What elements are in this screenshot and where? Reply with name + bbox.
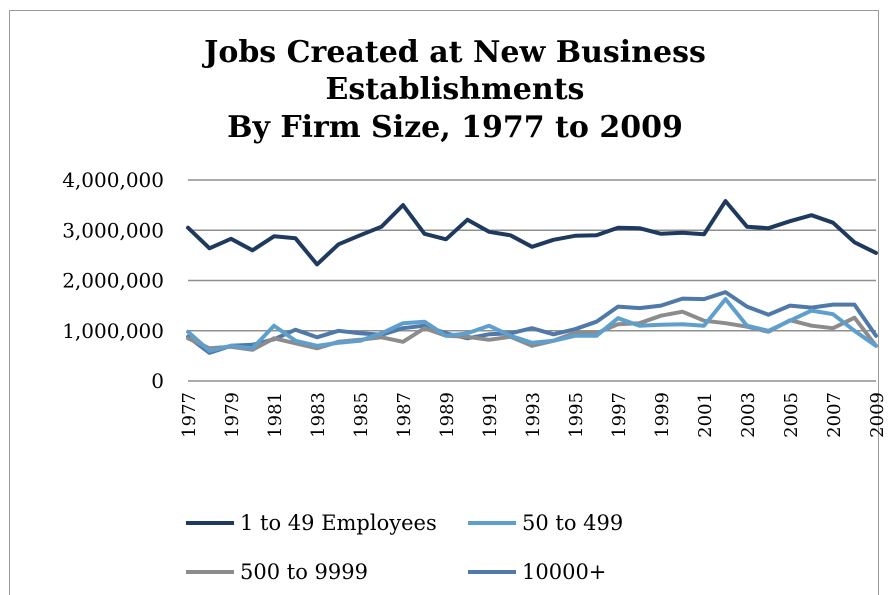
x-tick-label: 2007 — [824, 392, 845, 438]
chart-title-line-3: By Firm Size, 1977 to 2009 — [227, 110, 683, 145]
chart-title-line-2: Establishments — [326, 72, 585, 107]
x-axis-tick-labels: 1977 1979 1981 1983 1985 1987 1989 1991 1993 1995… — [179, 392, 888, 438]
legend-label-2: 500 to 9999 — [240, 560, 368, 584]
x-tick-label: 1993 — [523, 392, 544, 438]
x-tick-label: 1979 — [222, 392, 243, 438]
legend: 1 to 49 Employees 50 to 499 500 to 9999 100… — [186, 511, 623, 584]
y-tick-label: 2,000,000 — [62, 269, 164, 293]
y-axis-tick-labels: 0 1,000,000 2,000,000 3,000,000 4,000,000 — [62, 168, 164, 393]
x-tick-label: 2001 — [695, 392, 716, 438]
legend-label-3: 10000+ — [522, 560, 606, 584]
x-tick-label: 1981 — [265, 392, 286, 438]
x-tick-label: 2003 — [738, 392, 759, 438]
x-tick-label: 2009 — [867, 392, 888, 438]
x-tick-label: 1983 — [308, 392, 329, 438]
x-tick-label: 1989 — [437, 392, 458, 438]
x-tick-label: 1987 — [394, 392, 415, 438]
y-tick-label: 0 — [151, 369, 164, 393]
x-tick-label: 1999 — [652, 392, 673, 438]
chart-title-line-1: Jobs Created at New Business — [201, 35, 706, 70]
chart-title: Jobs Created at New Business Establishme… — [201, 35, 706, 145]
x-tick-label: 1997 — [609, 392, 630, 438]
x-tick-label: 2005 — [781, 392, 802, 438]
y-tick-label: 1,000,000 — [62, 319, 164, 343]
legend-label-0: 1 to 49 Employees — [240, 511, 437, 535]
series-line-0 — [188, 201, 876, 264]
y-tick-label: 3,000,000 — [62, 218, 164, 242]
gridlines — [188, 180, 876, 381]
x-tick-label: 1985 — [351, 392, 372, 438]
x-tick-label: 1977 — [179, 392, 200, 438]
legend-label-1: 50 to 499 — [522, 511, 623, 535]
y-tick-label: 4,000,000 — [62, 168, 164, 192]
x-tick-label: 1991 — [480, 392, 501, 438]
series-lines — [188, 201, 876, 353]
x-tick-label: 1995 — [566, 392, 587, 438]
